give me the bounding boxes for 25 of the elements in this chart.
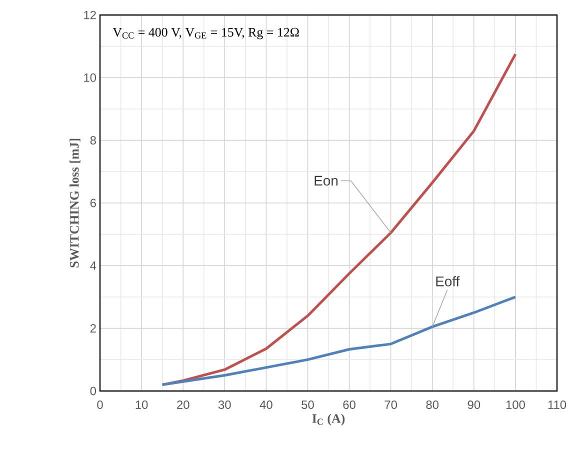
y-tick-label: 6 (90, 198, 96, 208)
x-tick-label: 80 (426, 400, 439, 409)
x-tick-label: 90 (468, 400, 480, 409)
y-axis-title: SWITCHING loss [mJ] (70, 138, 80, 268)
x-tick-label: 0 (97, 400, 103, 409)
x-tick-label: 70 (384, 400, 398, 409)
x-tick-label: 30 (218, 400, 231, 409)
x-tick-label: 10 (136, 400, 148, 409)
y-tick-label: 10 (84, 73, 96, 82)
x-tick-label: 20 (177, 400, 190, 409)
line-series (161, 52, 517, 386)
text: I$_{C}$ (A) (312, 414, 345, 426)
y-tick-label: 4 (90, 262, 96, 270)
annotation: Eoff (436, 276, 460, 286)
y-tick-label: 8 (90, 136, 96, 145)
annotation: Eon (314, 176, 338, 186)
y-tick-label: 2 (90, 324, 96, 332)
x-tick-label: 100 (506, 400, 525, 409)
x-tick-label: 110 (548, 400, 566, 409)
x-tick-label: 40 (260, 400, 272, 409)
x-tick-label: 50 (302, 400, 314, 409)
x-tick-label: 60 (343, 400, 356, 409)
y-tick-label: 12 (84, 10, 96, 20)
y-tick-label: 0 (90, 386, 96, 396)
annotation: V$_{CC}$ = 400 V, V$_{GE}$ = 15V, Rg = 12Ω (112, 28, 299, 40)
